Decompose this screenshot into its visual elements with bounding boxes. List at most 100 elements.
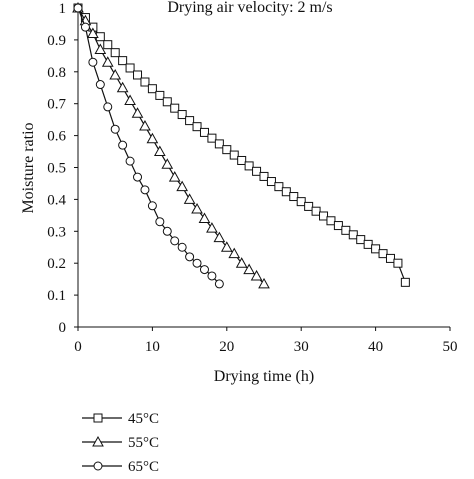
- data-point-triangle: [220, 241, 233, 252]
- y-tick-label: 0.7: [47, 97, 66, 113]
- data-point-square: [341, 225, 351, 235]
- data-point-triangle: [146, 132, 159, 144]
- data-point-square: [199, 127, 209, 137]
- data-point-square: [214, 139, 224, 149]
- series-triangle: [72, 1, 270, 289]
- data-point-square: [207, 133, 217, 143]
- data-point-triangle: [198, 212, 211, 224]
- legend-label: 45°C: [128, 411, 159, 427]
- data-point-square: [133, 70, 143, 80]
- data-point-square: [147, 84, 157, 94]
- data-point-square: [356, 235, 366, 245]
- data-point-square: [319, 211, 329, 221]
- data-point-square: [170, 103, 180, 113]
- data-point-triangle: [92, 435, 104, 447]
- data-point-square: [289, 192, 299, 202]
- data-point-square: [363, 239, 373, 249]
- data-point-triangle: [168, 171, 181, 182]
- y-tick-label: 0.8: [47, 65, 66, 81]
- data-point-square: [385, 253, 395, 263]
- data-point-circle: [93, 461, 103, 471]
- data-point-square: [118, 56, 128, 66]
- series-circle: [73, 3, 224, 289]
- data-point-triangle: [116, 81, 129, 93]
- x-tick-label: 50: [443, 339, 458, 355]
- y-tick-label: 0: [59, 320, 67, 336]
- x-axis-ticks: 0 10 20 30 40 50: [74, 327, 458, 355]
- data-point-triangle: [206, 222, 218, 233]
- data-point-circle: [125, 156, 135, 166]
- y-tick-label: 0.9: [47, 33, 66, 49]
- data-point-circle: [73, 3, 83, 13]
- data-point-triangle: [87, 27, 99, 39]
- data-point-square: [311, 206, 321, 216]
- data-point-circle: [80, 22, 90, 32]
- data-point-circle: [170, 236, 180, 246]
- data-point-square: [378, 249, 388, 259]
- legend: 45°C 55°C 65°C: [82, 411, 159, 475]
- data-point-circle: [95, 80, 105, 90]
- data-point-circle: [140, 185, 150, 195]
- data-point-triangle: [124, 94, 136, 106]
- data-point-triangle: [109, 68, 122, 80]
- data-point-square: [326, 216, 336, 226]
- data-point-circle: [192, 258, 202, 268]
- data-point-circle: [214, 279, 224, 289]
- data-point-square: [304, 201, 314, 211]
- x-tick-label: 40: [368, 339, 383, 355]
- data-point-circle: [199, 265, 209, 275]
- data-point-square: [296, 197, 306, 207]
- data-point-square: [162, 97, 172, 107]
- data-point-triangle: [250, 269, 263, 281]
- data-point-square: [192, 122, 202, 132]
- data-point-square: [103, 40, 113, 50]
- data-point-square: [244, 161, 254, 171]
- data-point-circle: [185, 252, 195, 262]
- data-point-circle: [207, 271, 217, 281]
- data-point-square: [222, 145, 232, 155]
- y-tick-label: 0.3: [47, 224, 66, 240]
- data-point-circle: [147, 201, 157, 211]
- data-point-square: [333, 221, 343, 231]
- x-tick-label: 0: [74, 339, 82, 355]
- legend-item: 45°C: [82, 411, 159, 427]
- data-point-square: [393, 258, 403, 268]
- legend-item: 55°C: [82, 435, 159, 451]
- data-point-circle: [133, 172, 143, 182]
- data-point-triangle: [228, 247, 241, 259]
- y-tick-label: 0.6: [47, 129, 66, 145]
- data-point-circle: [103, 102, 113, 112]
- data-point-circle: [155, 217, 165, 227]
- chart-title: Drying air velocity: 2 m/s: [167, 0, 332, 16]
- data-point-square: [140, 77, 150, 87]
- x-tick-label: 20: [219, 339, 234, 355]
- y-tick-label: 0.4: [47, 192, 66, 208]
- y-tick-label: 0.2: [47, 256, 66, 272]
- y-axis-ticks: 0 0.1 0.2 0.3 0.4 0.5 0.6 0.7 0.8 0.9 1: [47, 1, 78, 336]
- x-tick-label: 30: [294, 339, 309, 355]
- data-point-triangle: [153, 145, 166, 157]
- data-point-circle: [177, 242, 187, 252]
- data-point-triangle: [176, 180, 189, 192]
- data-point-triangle: [183, 193, 196, 204]
- data-point-square: [185, 116, 195, 126]
- data-point-circle: [162, 226, 172, 236]
- data-point-square: [155, 90, 165, 100]
- data-point-triangle: [235, 257, 248, 268]
- data-point-triangle: [161, 158, 174, 169]
- data-point-square: [237, 155, 247, 165]
- data-point-triangle: [258, 277, 270, 289]
- data-point-square: [177, 110, 187, 120]
- data-point-square: [229, 150, 239, 160]
- data-point-circle: [88, 57, 98, 67]
- y-axis-label: Moisture ratio: [20, 122, 37, 213]
- data-point-square: [281, 187, 291, 197]
- data-point-square: [274, 182, 284, 192]
- legend-label: 55°C: [128, 435, 159, 451]
- data-point-square: [371, 244, 381, 254]
- data-point-triangle: [139, 120, 151, 131]
- data-point-triangle: [94, 43, 107, 54]
- data-point-square: [348, 230, 358, 240]
